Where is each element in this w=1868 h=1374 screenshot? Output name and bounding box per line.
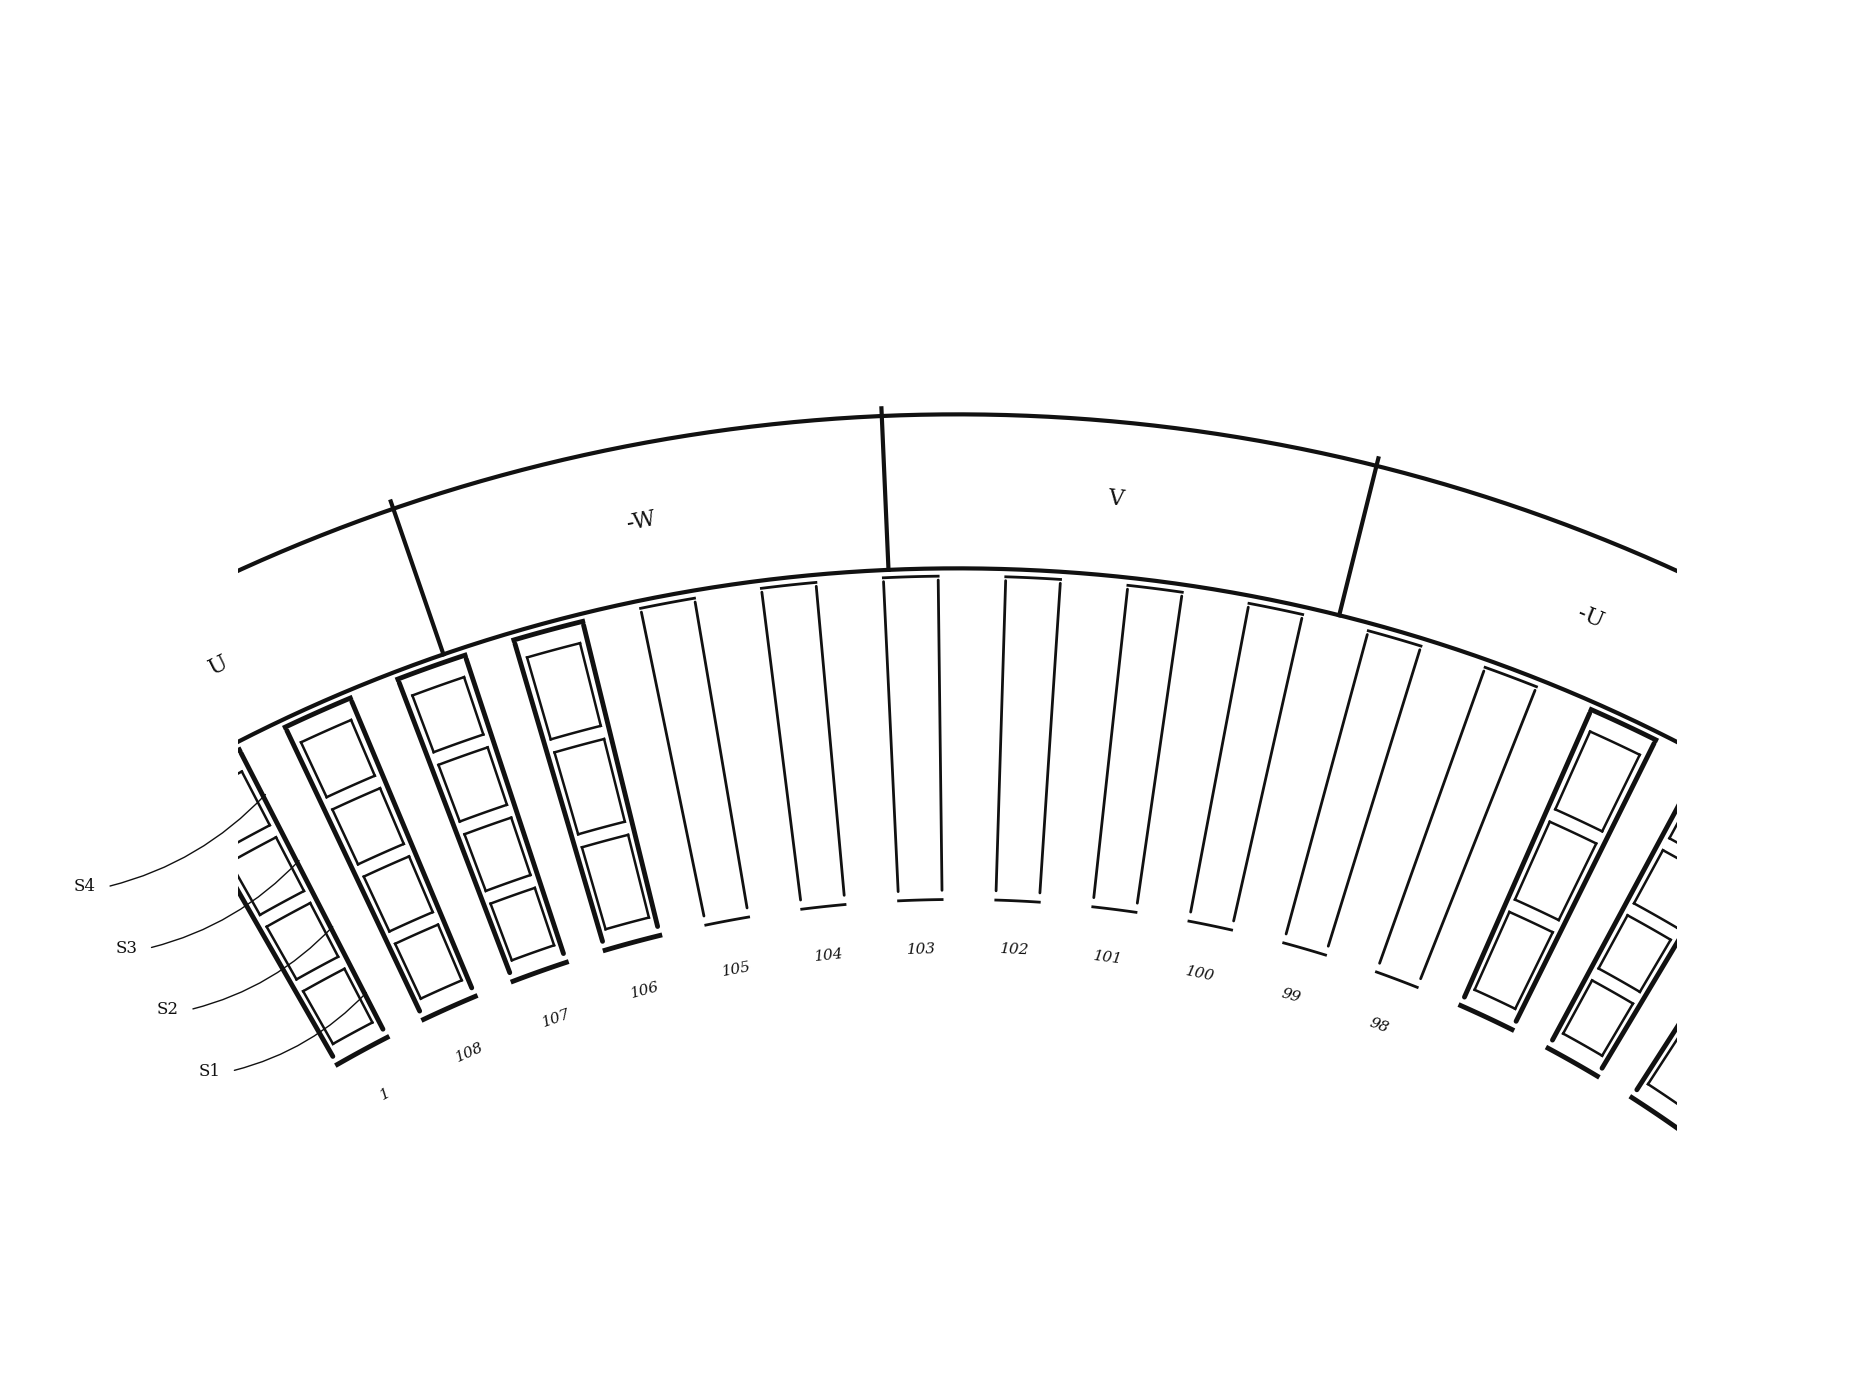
Text: -W: -W	[626, 508, 658, 536]
Text: 103: 103	[908, 943, 936, 956]
Text: -U: -U	[1575, 602, 1606, 632]
Text: 108: 108	[454, 1040, 486, 1065]
Text: 99: 99	[1280, 987, 1302, 1006]
Text: U: U	[205, 651, 232, 679]
Text: S2: S2	[157, 1002, 179, 1018]
Text: 105: 105	[721, 960, 753, 978]
Text: S4: S4	[75, 878, 95, 896]
Text: 1: 1	[377, 1085, 394, 1102]
Text: 107: 107	[540, 1007, 572, 1029]
Text: 101: 101	[1093, 949, 1123, 967]
Text: 100: 100	[1184, 965, 1216, 984]
Text: 98: 98	[1367, 1015, 1392, 1036]
Text: 106: 106	[630, 980, 661, 1000]
Text: V: V	[1108, 488, 1125, 511]
Text: S1: S1	[198, 1062, 220, 1080]
Text: 104: 104	[813, 947, 844, 965]
Text: S3: S3	[116, 940, 136, 956]
Text: 102: 102	[999, 943, 1029, 958]
